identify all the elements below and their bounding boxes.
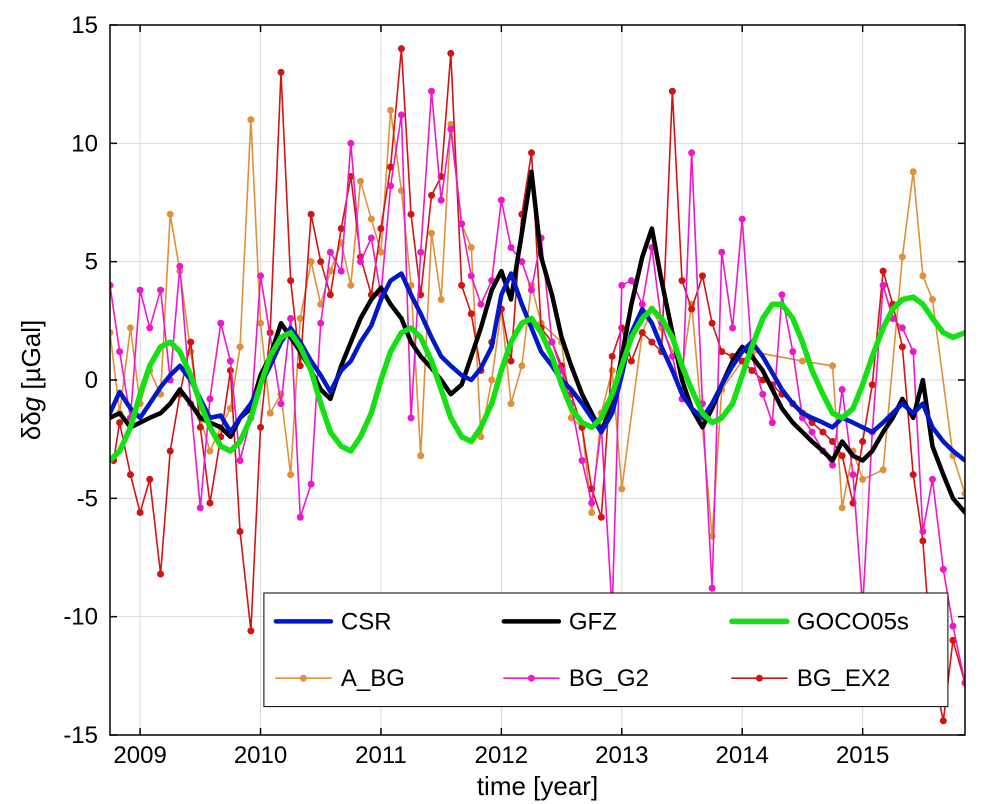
svg-text:2009: 2009 [113, 742, 166, 769]
svg-text:CSR: CSR [341, 608, 392, 635]
svg-text:2015: 2015 [836, 742, 889, 769]
svg-text:0: 0 [85, 367, 98, 394]
svg-text:5: 5 [85, 249, 98, 276]
svg-text:-15: -15 [63, 722, 98, 749]
timeseries-chart: 2009 2010 2011 2012 2013 2014 2015 -15 -10 -5 0 5 10… [0, 0, 988, 804]
svg-text:A_BG: A_BG [341, 665, 405, 692]
svg-text:δδg [µGal]: δδg [µGal] [16, 320, 46, 441]
svg-text:15: 15 [71, 12, 98, 39]
svg-text:time [year]: time [year] [477, 771, 598, 801]
svg-text:GFZ: GFZ [569, 608, 617, 635]
svg-text:BG_EX2: BG_EX2 [797, 665, 890, 692]
svg-text:2011: 2011 [355, 742, 407, 769]
svg-text:2010: 2010 [234, 742, 287, 769]
svg-text:-5: -5 [77, 485, 98, 512]
svg-text:2013: 2013 [595, 742, 648, 769]
svg-text:2014: 2014 [716, 742, 769, 769]
svg-text:2012: 2012 [475, 742, 528, 769]
svg-text:GOCO05s: GOCO05s [797, 608, 909, 635]
svg-text:-10: -10 [63, 604, 98, 631]
svg-text:BG_G2: BG_G2 [569, 665, 649, 692]
svg-text:10: 10 [71, 130, 98, 157]
